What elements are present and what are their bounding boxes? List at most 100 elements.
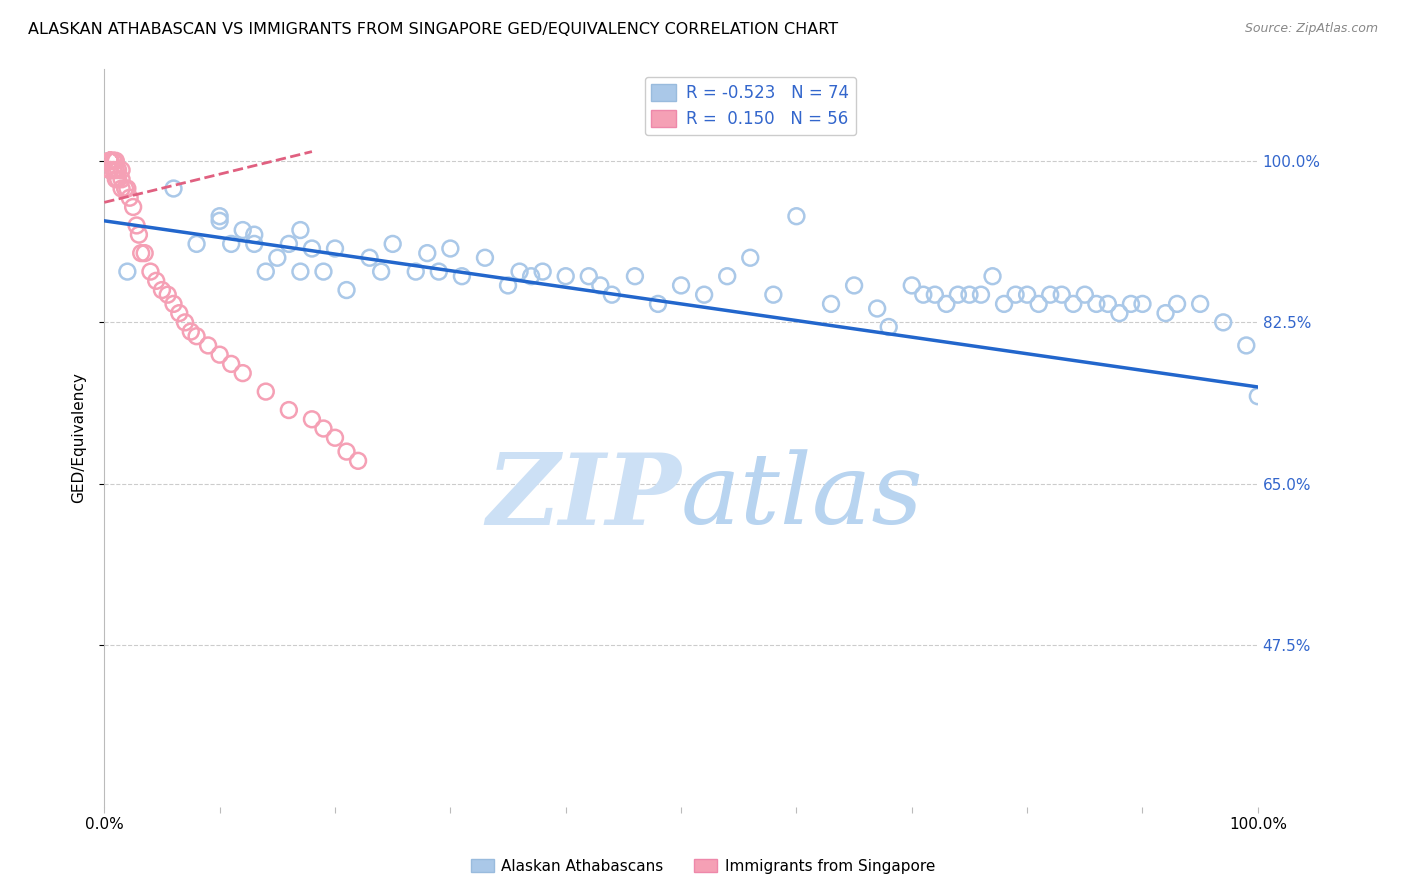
Point [785,209,807,223]
Point [110,163,132,178]
Point [935,297,957,311]
Point [842,278,865,293]
Point [589,278,612,293]
Point [693,287,716,301]
Point [669,278,692,293]
Point [103,163,125,178]
Point [186,329,208,343]
Point [98,153,121,168]
Point [301,412,323,426]
Point [600,287,623,301]
Point [554,269,576,284]
Point [145,274,167,288]
Legend: R = -0.523   N = 74, R =  0.150   N = 56: R = -0.523 N = 74, R = 0.150 N = 56 [644,77,856,135]
Point [114,181,136,195]
Point [110,181,132,195]
Point [1004,287,1026,301]
Point [129,246,152,260]
Point [162,181,184,195]
Point [232,223,254,237]
Point [219,357,242,371]
Point [946,287,969,301]
Point [959,287,981,301]
Point [208,348,231,362]
Point [496,278,519,293]
Point [156,287,179,301]
Text: atlas: atlas [681,450,924,544]
Text: ZIP: ZIP [486,449,681,545]
Point [118,191,141,205]
Point [208,214,231,228]
Point [323,431,346,445]
Legend: Alaskan Athabascans, Immigrants from Singapore: Alaskan Athabascans, Immigrants from Sin… [465,853,941,880]
Point [993,297,1015,311]
Point [169,306,191,320]
Point [335,444,357,458]
Point [520,269,543,284]
Point [347,454,370,468]
Point [509,264,531,278]
Point [290,223,312,237]
Point [1017,287,1039,301]
Point [98,153,121,168]
Point [301,242,323,256]
Point [416,246,439,260]
Point [359,251,381,265]
Point [1085,297,1108,311]
Point [134,246,156,260]
Point [877,320,900,334]
Point [110,172,132,186]
Point [1154,306,1177,320]
Point [103,153,125,168]
Point [254,264,277,278]
Point [208,209,231,223]
Point [98,153,121,168]
Point [243,227,266,242]
Point [740,251,762,265]
Point [180,325,202,339]
Point [232,366,254,380]
Point [1108,306,1130,320]
Point [107,172,129,186]
Point [98,153,121,168]
Point [647,297,669,311]
Point [981,269,1004,284]
Point [98,163,121,178]
Point [104,172,127,186]
Point [103,163,125,178]
Point [243,236,266,251]
Point [531,264,554,278]
Point [312,421,335,435]
Point [117,181,139,195]
Point [1039,287,1062,301]
Point [125,219,148,233]
Point [970,287,993,301]
Point [290,264,312,278]
Point [98,153,121,168]
Point [219,236,242,251]
Point [117,264,139,278]
Point [427,264,450,278]
Point [139,264,162,278]
Point [254,384,277,399]
Point [866,301,889,316]
Point [381,236,404,251]
Point [98,153,121,168]
Point [122,200,145,214]
Point [98,153,121,168]
Point [128,227,150,242]
Point [1119,297,1142,311]
Point [323,242,346,256]
Point [439,242,461,256]
Point [405,264,427,278]
Point [335,283,357,297]
Point [98,153,121,168]
Point [716,269,738,284]
Point [266,251,288,265]
Point [1074,287,1097,301]
Point [104,163,127,178]
Point [174,315,197,329]
Point [98,163,121,178]
Point [1062,297,1084,311]
Point [762,287,785,301]
